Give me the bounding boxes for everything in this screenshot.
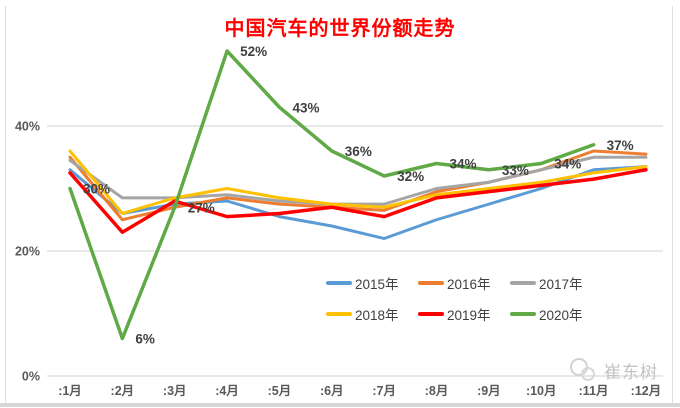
legend-label: 2015年 (355, 277, 399, 292)
data-label: 43% (292, 100, 319, 115)
chart-title: 中国汽车的世界份额走势 (224, 18, 456, 40)
data-label: 27% (188, 200, 215, 215)
series-line-2018 (68, 149, 648, 215)
legend-item-2019: 2019年 (418, 305, 510, 323)
data-label: 34% (450, 157, 477, 172)
watermark: 崔东树 (566, 356, 658, 384)
legend-item-2016: 2016年 (418, 274, 510, 292)
legend-label: 2018年 (355, 308, 399, 323)
legend-label: 2019年 (447, 308, 491, 323)
data-label: 33% (502, 163, 529, 178)
data-label: 34% (554, 157, 581, 172)
data-label: 32% (397, 169, 424, 184)
series-line-2020 (68, 49, 596, 341)
y-tick-label: 20% (15, 245, 40, 259)
x-tick-label: :5月 (268, 384, 292, 398)
legend-item-2015: 2015年 (326, 274, 418, 292)
legend-marker-icon (510, 281, 536, 285)
x-tick-label: :2月 (111, 384, 135, 398)
frame-left-border (5, 6, 6, 404)
data-label: 37% (607, 138, 634, 153)
legend-item-2018: 2018年 (326, 305, 418, 323)
legend-label: 2020年 (539, 308, 583, 323)
watermark-logo-icon (570, 358, 595, 381)
x-tick-label: :9月 (477, 384, 501, 398)
legend-marker-icon (418, 281, 444, 285)
x-tick-label: :3月 (163, 384, 187, 398)
legend-marker-icon (326, 281, 352, 285)
y-tick-label: 0% (22, 370, 40, 384)
series-line-2017 (68, 155, 648, 206)
legend-marker-icon (326, 312, 352, 316)
frame-bottom-divider (0, 403, 680, 407)
x-tick-label: :10月 (526, 384, 557, 398)
data-label: 52% (240, 44, 267, 59)
legend-label: 2016年 (447, 277, 491, 292)
x-tick-label: :12月 (631, 384, 662, 398)
series-line-2019 (68, 168, 648, 234)
x-tick-label: :7月 (372, 384, 396, 398)
x-tick-label: :6月 (320, 384, 344, 398)
data-label: 6% (135, 332, 155, 347)
x-tick-label: :4月 (215, 384, 239, 398)
legend-item-2020: 2020年 (510, 305, 602, 323)
legend-marker-icon (510, 312, 536, 316)
legend-label: 2017年 (539, 277, 583, 292)
frame-right-border (672, 6, 673, 404)
x-tick-label: :1月 (58, 384, 82, 398)
watermark-text: 崔东树 (604, 362, 658, 382)
data-label: 36% (345, 144, 372, 159)
legend-marker-icon (418, 312, 444, 316)
y-tick-label: 40% (15, 120, 40, 134)
data-label: 30% (83, 182, 110, 197)
x-tick-label: :11月 (579, 384, 609, 398)
x-tick-label: :8月 (425, 384, 449, 398)
chart-legend: 2015年 2016年 2017年 2018年 2019年 2020年 (326, 274, 602, 323)
legend-item-2017: 2017年 (510, 274, 602, 292)
